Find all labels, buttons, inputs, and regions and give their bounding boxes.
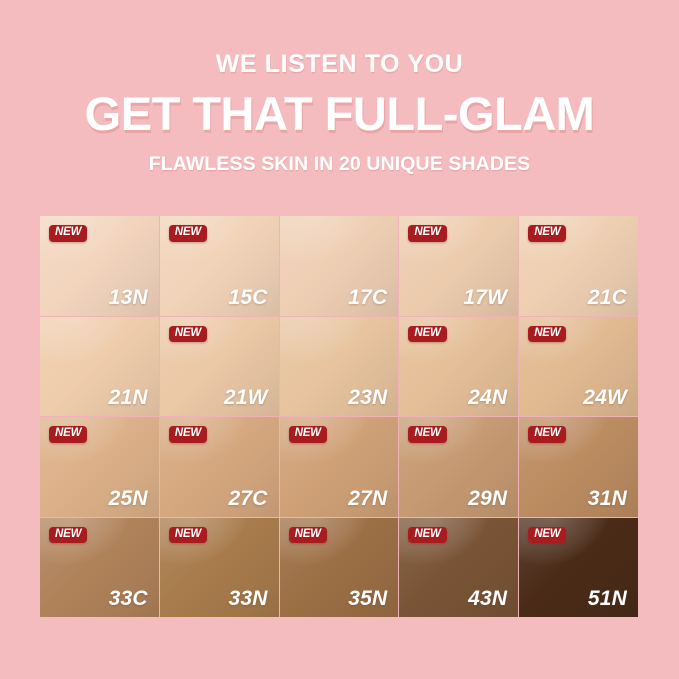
new-badge: NEW	[168, 225, 208, 242]
shade-swatch[interactable]: NEW 33N	[159, 517, 279, 617]
shade-grid: NEW13NNEW15CNEW17CNEW17WNEW21CNEW21NNEW2…	[40, 216, 638, 617]
shade-label: 29N	[468, 486, 508, 510]
new-badge: NEW	[168, 426, 208, 443]
header-subline: FLAWLESS SKIN IN 20 UNIQUE SHADES	[148, 152, 531, 175]
shade-label: 27C	[228, 486, 268, 510]
new-badge: NEW	[49, 426, 88, 443]
new-badge: NEW	[528, 325, 567, 342]
shade-label: 51N	[587, 587, 627, 610]
new-badge: NEW	[288, 426, 327, 443]
header-headline: GET THAT FULL-GLAM	[84, 87, 595, 140]
shade-swatch[interactable]: NEW21N	[40, 316, 159, 416]
shade-label: 23N	[348, 386, 388, 409]
shade-label: 17W	[463, 285, 508, 309]
shade-swatch[interactable]: NEW 35N	[279, 517, 399, 617]
shade-swatch[interactable]: NEW 27N	[279, 417, 399, 517]
shade-swatch[interactable]: NEW23N	[279, 316, 399, 416]
shade-swatch[interactable]: NEW 33C	[40, 517, 159, 617]
shade-swatch[interactable]: NEW 24W	[519, 316, 638, 416]
header-kicker: WE LISTEN TO YOU	[215, 50, 464, 78]
shade-label: 25N	[108, 486, 148, 510]
shade-label: 21W	[223, 386, 268, 409]
shade-swatch[interactable]: NEW 25N	[40, 417, 159, 517]
shade-swatch[interactable]: NEW 24N	[399, 316, 519, 416]
shade-label: 31N	[587, 486, 627, 510]
shade-swatch[interactable]: NEW 31N	[519, 417, 638, 517]
shade-label: 27N	[348, 486, 388, 510]
promo-header: WE LISTEN TO YOU GET THAT FULL-GLAM FLAW…	[0, 0, 679, 174]
shade-swatch[interactable]: NEW 21W	[159, 316, 279, 416]
shade-swatch[interactable]: NEW 15C	[159, 216, 279, 316]
new-badge: NEW	[168, 325, 208, 342]
shade-label: 24W	[583, 386, 627, 409]
new-badge: NEW	[528, 526, 567, 543]
shade-label: 15C	[228, 285, 268, 309]
new-badge: NEW	[49, 526, 88, 543]
shade-grid-container: NEW13NNEW15CNEW17CNEW17WNEW21CNEW21NNEW2…	[40, 216, 638, 617]
shade-label: 21C	[587, 285, 627, 309]
shade-swatch[interactable]: NEW 21C	[519, 216, 638, 316]
shade-label: 35N	[348, 587, 388, 610]
shade-label: 43N	[468, 587, 508, 610]
shade-label: 17C	[348, 285, 388, 309]
new-badge: NEW	[408, 325, 447, 342]
shade-swatch[interactable]: NEW 13N	[40, 216, 159, 316]
new-badge: NEW	[408, 526, 447, 543]
shade-swatch[interactable]: NEW 43N	[399, 517, 519, 617]
shade-swatch[interactable]: NEW 27C	[159, 417, 279, 517]
shade-label: 33C	[108, 587, 148, 610]
new-badge: NEW	[528, 225, 567, 242]
shade-swatch[interactable]: NEW 29N	[399, 417, 519, 517]
new-badge: NEW	[168, 526, 208, 543]
new-badge: NEW	[408, 225, 447, 242]
shade-swatch[interactable]: NEW17C	[279, 216, 399, 316]
shade-label: 21N	[108, 386, 148, 409]
shade-swatch[interactable]: NEW 17W	[399, 216, 519, 316]
shade-swatch[interactable]: NEW 51N	[519, 517, 638, 617]
shade-label: 24N	[468, 386, 508, 409]
shade-label: 33N	[228, 587, 268, 610]
new-badge: NEW	[49, 225, 88, 242]
shade-label: 13N	[108, 285, 148, 309]
new-badge: NEW	[288, 526, 327, 543]
new-badge: NEW	[528, 426, 567, 443]
new-badge: NEW	[408, 426, 447, 443]
